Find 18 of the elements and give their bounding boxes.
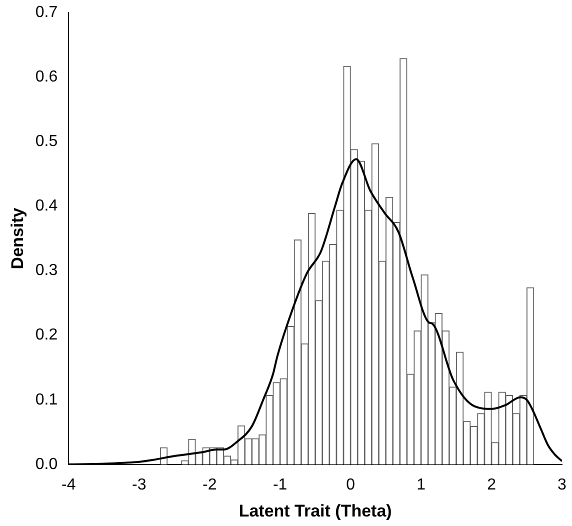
x-axis-title: Latent Trait (Theta) bbox=[238, 501, 392, 520]
y-tick-label: 0.6 bbox=[35, 68, 58, 86]
x-tick-label: -2 bbox=[202, 476, 217, 494]
y-tick-label: 0.2 bbox=[35, 326, 58, 344]
y-axis-title: Density bbox=[8, 207, 27, 270]
x-tick-label: -4 bbox=[62, 476, 76, 494]
x-tick-label: -1 bbox=[272, 476, 288, 494]
y-tick-label: 0.1 bbox=[35, 391, 58, 408]
x-tick-label: 2 bbox=[487, 476, 496, 494]
x-tick-label: -3 bbox=[132, 476, 146, 494]
y-tick-label: 0.5 bbox=[35, 133, 58, 150]
y-tick-label: 0.3 bbox=[35, 262, 58, 280]
y-tick-label: 0.0 bbox=[35, 456, 58, 473]
x-tick-label: 3 bbox=[558, 476, 567, 494]
x-tick-label: 1 bbox=[416, 476, 426, 494]
x-tick-label: 0 bbox=[346, 476, 356, 494]
y-tick-label: 0.4 bbox=[35, 198, 58, 215]
y-tick-label: 0.7 bbox=[35, 4, 58, 22]
